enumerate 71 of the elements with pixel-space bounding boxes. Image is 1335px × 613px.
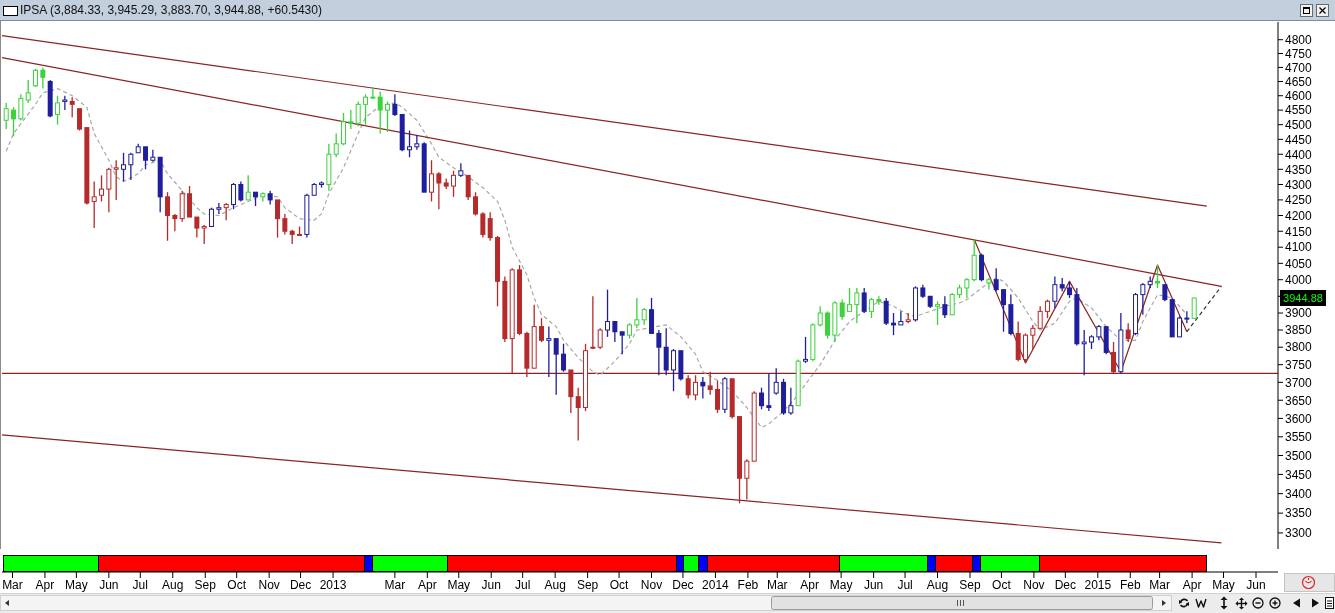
x-tick-label: Dec [672,577,694,592]
x-tick-label: Mar [2,577,23,592]
y-tick-label: 3800 [1285,340,1313,355]
x-tick-label: Nov [640,577,663,592]
y-tick-label: 3700 [1285,375,1313,390]
x-tick-label: Feb [1119,577,1141,592]
x-tick-label: Dec [289,577,312,592]
x-tick-label: Aug [544,577,566,592]
x-tick-label: Jul [514,577,531,592]
x-tick-label: Aug [162,577,184,592]
y-tick-label: 4400 [1285,147,1313,162]
y-tick-label: 4450 [1285,132,1313,147]
x-tick-label: Apr [35,577,55,592]
y-tick-label: 3550 [1285,430,1313,445]
x-tick-label: Jun [863,577,884,592]
x-tick-label: Jul [897,577,913,592]
x-tick-label: Sep [194,577,217,592]
x-tick-label: Jun [481,577,501,592]
x-tick-label: 2015 [1084,577,1112,592]
y-tick-label: 4300 [1285,177,1313,192]
y-tick-label: 4600 [1285,88,1313,103]
x-tick-label: 2013 [319,577,347,592]
x-tick-label: Nov [1023,577,1045,592]
x-tick-label: Nov [258,577,280,592]
x-tick-label: Jun [1246,577,1266,592]
y-tick-label: 4500 [1285,117,1313,132]
x-tick-label: Oct [227,577,247,592]
y-tick-label: 3600 [1285,411,1313,426]
x-tick-label: Aug [926,577,949,592]
y-tick-label: 4650 [1285,74,1313,89]
y-tick-label: 4000 [1285,272,1313,287]
x-tick-label: Sep [576,577,599,592]
y-tick-label: 3400 [1285,486,1313,501]
x-tick-label: Dec [1054,577,1077,592]
y-tick-label: 4550 [1285,103,1313,118]
y-tick-label: 4050 [1285,256,1313,271]
x-tick-label: May [1212,577,1235,592]
x-tick-label: Mar [1149,577,1170,592]
text: 3944.88 [1280,289,1326,306]
x-tick-label: May [65,577,88,592]
y-tick-label: 3750 [1285,357,1313,372]
y-tick-label: 4250 [1285,193,1313,208]
x-tick-label: Oct [609,577,630,592]
y-tick-label: 4800 [1285,32,1313,47]
y-tick-label: 4350 [1285,162,1313,177]
y-tick-label: 3500 [1285,448,1313,463]
chart-title: IPSA (3,884.33, 3,945.29, 3,883.70, 3,944.88, +60.5430) [20,2,322,19]
x-tick-label: Feb [737,577,759,592]
x-tick-label: Sep [959,577,981,592]
y-tick-label: 4750 [1285,46,1313,61]
x-tick-label: Oct [992,577,1012,592]
y-tick-label: 3450 [1285,467,1313,482]
y-tick-label: 4100 [1285,240,1313,255]
y-tick-label: 3850 [1285,323,1313,338]
y-tick-label: 4150 [1285,224,1313,239]
x-tick-label: Mar [766,577,788,592]
y-tick-label: 3900 [1285,306,1313,321]
x-tick-label: 2014 [702,577,730,592]
x-tick-label: May [829,577,853,592]
x-tick-label: May [447,577,471,592]
x-tick-label: Mar [384,577,406,592]
x-tick-label: Jul [132,577,148,592]
y-tick-label: 4200 [1285,208,1313,223]
x-tick-label: Apr [800,577,820,592]
y-tick-label: 3650 [1285,393,1313,408]
y-tick-label: 3300 [1285,526,1313,541]
x-tick-label: Apr [1182,577,1202,592]
x-tick-label: Jun [99,577,119,592]
x-tick-label: Apr [417,577,437,592]
y-tick-label: 4700 [1285,60,1313,75]
y-tick-label: 3350 [1285,506,1313,521]
